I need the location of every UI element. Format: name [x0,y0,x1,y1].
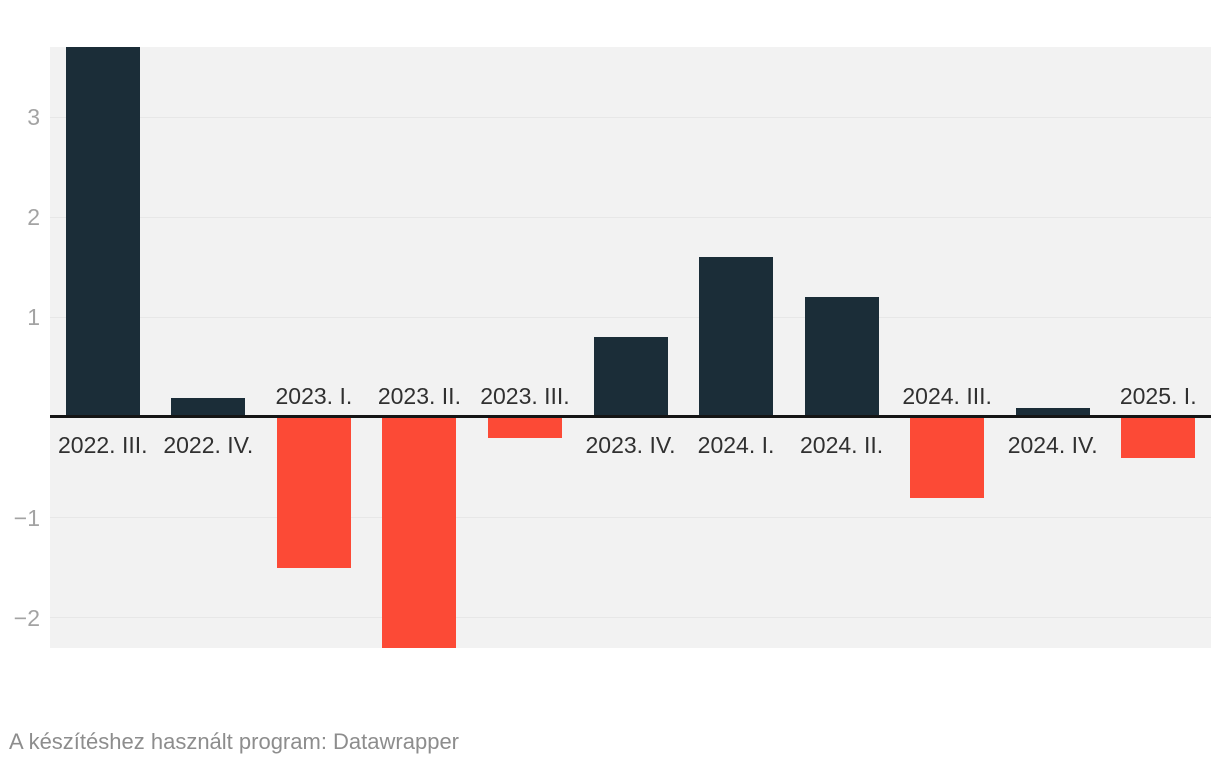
category-label-2024-iv: 2024. IV. [1007,431,1098,458]
bar-2023-iii[interactable] [487,417,562,438]
y-tick-label-1: 1 [27,304,40,331]
category-label-2022-iv: 2022. IV. [163,431,254,458]
gridline-3 [50,116,1211,118]
category-label-2023-ii: 2023. II. [377,382,461,409]
category-label-2025-i: 2025. I. [1119,382,1197,409]
zero-axis-line [50,415,1211,419]
bar-2023-i[interactable] [276,417,351,568]
y-tick-label-−2: −2 [13,604,40,631]
bar-2022-iii[interactable] [65,47,140,418]
bar-2024-i[interactable] [699,257,774,418]
category-label-2023-iv: 2023. IV. [585,431,676,458]
bar-2023-iv[interactable] [593,337,668,418]
category-label-2024-ii: 2024. II. [800,431,884,458]
plot-area: 2022. III. 2022. IV. 2023. I. 2023. II. 2023… [50,47,1211,648]
gridline-−2 [50,617,1211,619]
bar-2022-iv[interactable] [171,397,246,418]
y-tick-label-−1: −1 [13,504,40,531]
bar-2024-iv[interactable] [1015,407,1090,418]
bar-2023-ii[interactable] [382,417,457,648]
category-label-2023-iii: 2023. III. [480,382,570,409]
bar-2025-i[interactable] [1121,417,1196,458]
bar-2024-ii[interactable] [804,297,879,418]
gridline-2 [50,216,1211,218]
bar-2024-iii[interactable] [910,417,985,498]
chart-credit: A készítéshez használt program: Datawrap… [9,729,460,754]
y-tick-label-2: 2 [27,204,40,231]
category-label-2022-iii: 2022. III. [58,431,148,458]
gridline-1 [50,316,1211,318]
gridline-−1 [50,517,1211,519]
category-label-2024-iii: 2024. III. [902,382,992,409]
y-tick-label-3: 3 [27,104,40,131]
category-label-2023-i: 2023. I. [275,382,353,409]
category-label-2024-i: 2024. I. [697,431,775,458]
